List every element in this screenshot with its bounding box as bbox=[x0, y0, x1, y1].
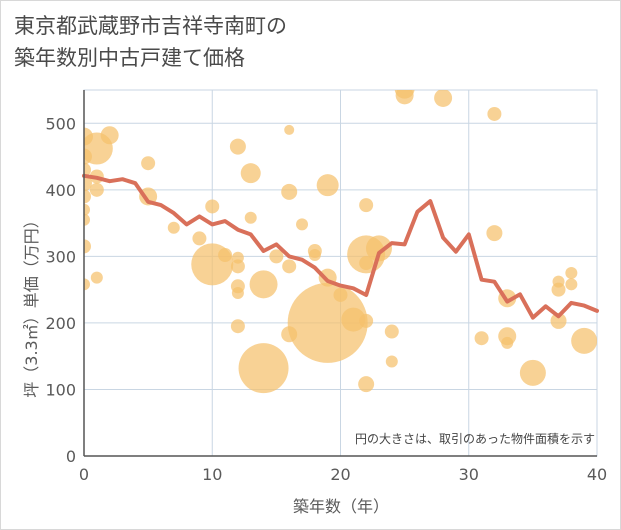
bubble-point bbox=[550, 312, 567, 329]
bubble-point bbox=[434, 90, 453, 107]
bubble-point bbox=[229, 138, 246, 155]
bubble-point bbox=[281, 183, 298, 200]
x-tick-label: 10 bbox=[202, 465, 222, 484]
bubble-point bbox=[341, 307, 366, 332]
bubble-point bbox=[501, 336, 514, 349]
y-tick-label: 500 bbox=[45, 114, 76, 133]
bubble-point bbox=[238, 343, 289, 394]
y-tick-label: 100 bbox=[45, 380, 76, 399]
bubble-point bbox=[474, 331, 489, 346]
bubble-point bbox=[316, 174, 339, 197]
bubble-point bbox=[282, 259, 297, 274]
bubble-point bbox=[519, 359, 546, 386]
bubbles bbox=[84, 90, 597, 394]
bubble-point bbox=[84, 189, 91, 204]
chart-title: 東京都武蔵野市吉祥寺南町の 築年数別中古戸建て価格 bbox=[14, 10, 287, 74]
bubble-point bbox=[90, 271, 103, 284]
y-axis-title: 坪（3.3㎡）単価（万円） bbox=[22, 212, 41, 397]
bubble-point bbox=[358, 376, 375, 393]
x-tick-label: 40 bbox=[587, 465, 607, 484]
bubble-point bbox=[308, 249, 321, 262]
y-tick-label: 0 bbox=[66, 447, 76, 466]
series-line bbox=[82, 173, 599, 320]
bubble-point bbox=[100, 126, 119, 145]
bubble-point bbox=[359, 198, 374, 213]
average-line bbox=[82, 173, 599, 320]
bubble-point bbox=[565, 278, 578, 291]
bubble-point bbox=[167, 221, 180, 234]
bubble-point bbox=[84, 162, 91, 177]
bubble-point bbox=[89, 182, 104, 197]
bubble-point bbox=[551, 282, 566, 297]
bubble-point bbox=[395, 90, 414, 105]
bubble-point bbox=[84, 175, 92, 192]
y-tick-label: 400 bbox=[45, 181, 76, 200]
title-line-1: 東京都武蔵野市吉祥寺南町の bbox=[14, 14, 287, 38]
bubble-point bbox=[84, 239, 91, 254]
bubble-point bbox=[385, 355, 398, 368]
bubble-point bbox=[249, 270, 278, 299]
bubble-point bbox=[84, 278, 90, 291]
y-tick-label: 300 bbox=[45, 247, 76, 266]
bubble-point bbox=[231, 286, 244, 299]
bubble-point bbox=[205, 199, 220, 214]
bubble-point bbox=[365, 235, 392, 262]
bubble-point bbox=[284, 124, 295, 135]
bubble-point bbox=[230, 319, 245, 334]
bubble-point bbox=[359, 313, 374, 328]
grid bbox=[83, 89, 598, 457]
bubble-point bbox=[244, 211, 257, 224]
bubble-point bbox=[141, 156, 156, 171]
bubble-point bbox=[487, 106, 502, 121]
bubble-point bbox=[218, 248, 233, 263]
bubble-point bbox=[296, 218, 309, 231]
bubble-point bbox=[240, 163, 261, 184]
bubble-point bbox=[571, 327, 597, 354]
bubble-point bbox=[384, 324, 399, 339]
x-tick-label: 30 bbox=[459, 465, 479, 484]
bubble-point bbox=[359, 256, 374, 271]
bubble-point bbox=[192, 231, 207, 246]
bubble-point bbox=[287, 282, 368, 363]
bubble-size-note: 円の大きさは、取引のあった物件面積を示す bbox=[355, 431, 595, 446]
bubble-point bbox=[486, 225, 503, 242]
bubble-point bbox=[230, 259, 245, 274]
bubble-point bbox=[333, 287, 348, 302]
bubble-point bbox=[84, 213, 90, 226]
bubble-point bbox=[269, 249, 284, 264]
x-axis-title: 築年数（年） bbox=[293, 497, 389, 516]
title-line-2: 築年数別中古戸建て価格 bbox=[14, 46, 245, 70]
bubble-point bbox=[565, 267, 578, 279]
x-tick-label: 20 bbox=[330, 465, 350, 484]
bubble-point bbox=[84, 203, 90, 216]
x-tick-label: 0 bbox=[79, 465, 89, 484]
y-tick-label: 200 bbox=[45, 314, 76, 333]
